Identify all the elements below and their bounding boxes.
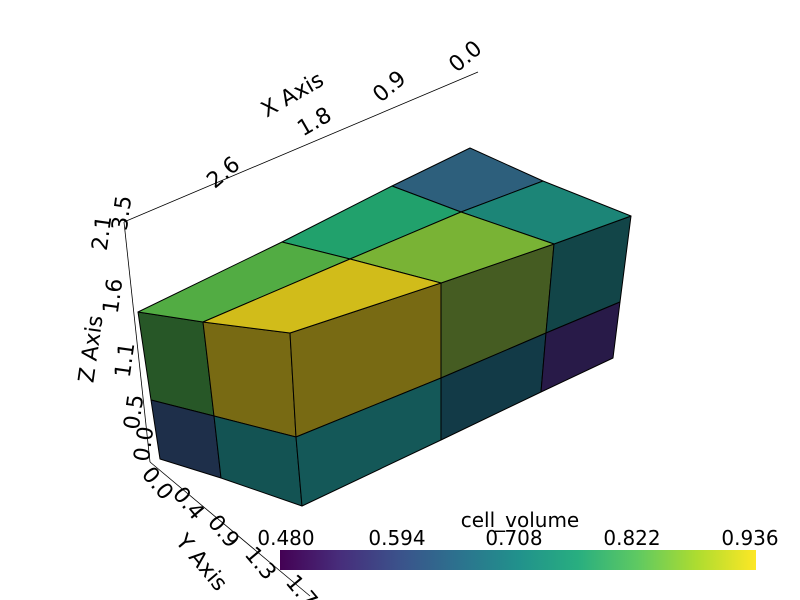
colorbar-gradient [280, 550, 756, 570]
colorbar-tick-label: 0.936 [721, 526, 778, 550]
y-axis-line [149, 461, 311, 597]
mesh [137, 147, 632, 507]
mesh-face [540, 301, 621, 393]
z-axis-ticks: 0.0 0.5 1.1 1.6 2.1 3.5 Z Axis [74, 194, 159, 463]
axes [123, 71, 479, 597]
x-tick-label: 2.6 [202, 152, 245, 194]
x-axis-line [123, 71, 479, 223]
x-tick-label: 0.9 [368, 66, 411, 108]
z-tick-label: 3.5 [108, 194, 138, 232]
z-tick-label: 1.6 [99, 277, 129, 315]
y-tick-label: 1.7 [280, 570, 322, 600]
colorbar-tick-label: 0.480 [257, 526, 314, 550]
z-tick-label: 1.1 [111, 341, 141, 379]
z-axis-line [123, 221, 151, 463]
colorbar-tick-label: 0.708 [485, 526, 542, 550]
z-tick-label: 0.0 [130, 425, 160, 463]
z-axis-title: Z Axis [74, 314, 108, 385]
colorbar: cell_volume 0.480 0.594 0.708 0.822 0.93… [257, 508, 779, 570]
x-tick-label: 1.8 [293, 103, 336, 142]
mesh-face [202, 258, 442, 334]
z-tick-label: 0.5 [120, 393, 150, 431]
x-tick-label: 0.0 [444, 36, 487, 78]
colorbar-tick-label: 0.822 [603, 526, 660, 550]
colorbar-title: cell_volume [461, 508, 580, 532]
mesh-face [137, 311, 215, 417]
colorbar-tick-label: 0.594 [368, 526, 425, 550]
y-tick-label: 0.9 [202, 510, 244, 553]
z-tick-label: 2.1 [88, 214, 118, 252]
